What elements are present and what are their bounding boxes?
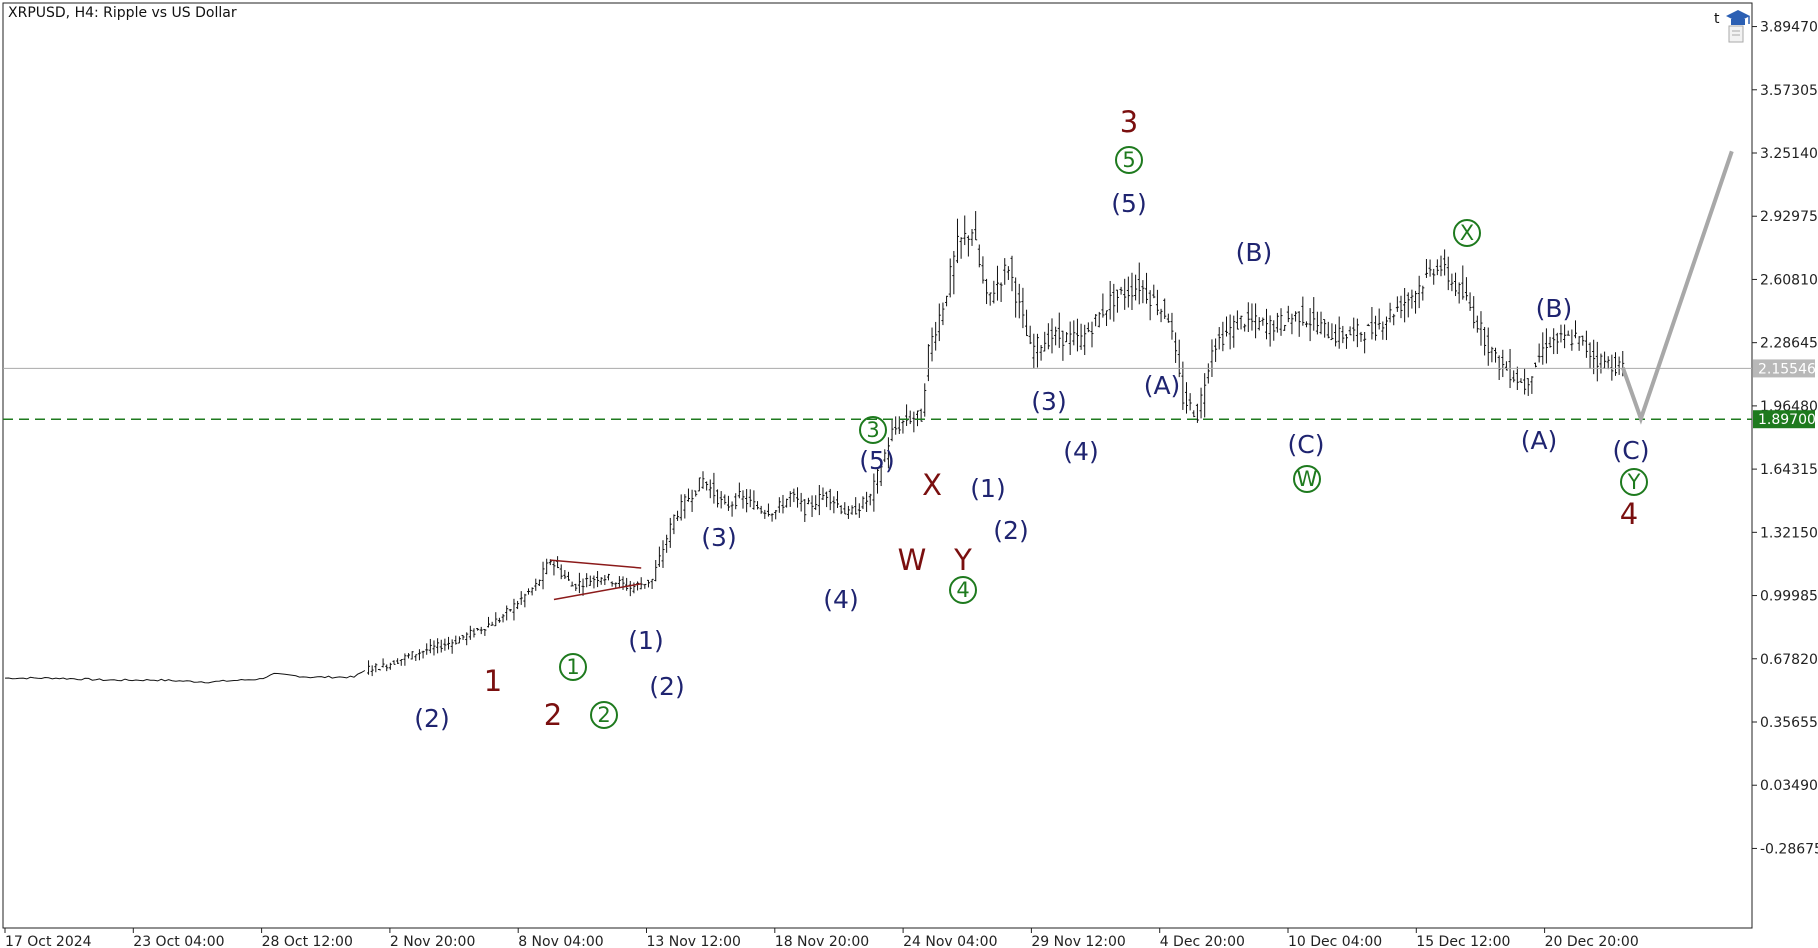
wave-label-ring [1115, 146, 1143, 174]
wave-label-green: 3 [859, 416, 887, 444]
x-tick-label: 13 Nov 12:00 [647, 934, 741, 948]
x-tick-label: 10 Dec 04:00 [1288, 934, 1382, 948]
wave-label-text: W [1297, 467, 1318, 491]
wave-label-green: 2 [590, 701, 618, 729]
wave-label-green: X [1453, 219, 1481, 247]
wave-label-text: Y [1627, 470, 1641, 494]
y-tick-label: -0.28675 [1760, 841, 1818, 857]
wave-label-blue: (B) [1236, 238, 1273, 267]
wave-label-blue: (2) [993, 516, 1028, 545]
projection-path [1620, 150, 1734, 425]
x-tick-label: 2 Nov 20:00 [390, 934, 475, 948]
x-tick-label: 20 Dec 20:00 [1545, 934, 1639, 948]
wave-label-ring [1453, 219, 1481, 247]
x-tick-label: 15 Dec 12:00 [1416, 934, 1510, 948]
x-tick-label: 8 Nov 04:00 [518, 934, 603, 948]
y-tick-label: 2.92975 [1760, 209, 1818, 225]
wave-label-blue: (2) [649, 672, 684, 701]
x-tick-label: 29 Nov 12:00 [1031, 934, 1125, 948]
y-tick-label: 3.25140 [1760, 146, 1818, 162]
wave-label-ring [559, 653, 587, 681]
wave-label-green: 5 [1115, 146, 1143, 174]
document-icon[interactable] [1728, 25, 1744, 43]
wave-label-text: 4 [956, 578, 969, 602]
wave-label-blue: (3) [701, 523, 736, 552]
line-chart-segment [4, 670, 366, 684]
wave-label-blue: (A) [1144, 371, 1181, 400]
wave-label-red: 4 [1620, 497, 1638, 531]
wave-label-red: 3 [1120, 105, 1138, 139]
wave-label-red: W [898, 543, 927, 577]
wave-label-text: 1 [566, 655, 579, 679]
wave-label-ring [859, 416, 887, 444]
x-tick-label: 17 Oct 2024 [5, 934, 92, 948]
x-tick-label: 23 Oct 04:00 [133, 934, 224, 948]
wave-label-red: 2 [544, 698, 562, 732]
x-tick-label: 28 Oct 12:00 [262, 934, 353, 948]
wave-label-blue: (5) [859, 446, 894, 475]
level-price-label: 1.89700 [1758, 412, 1816, 428]
level-price-tag [1753, 410, 1815, 429]
wave-label-blue: (2) [414, 704, 449, 733]
wave-label-blue: (1) [628, 626, 663, 655]
wave-label-blue: (1) [970, 474, 1005, 503]
wave-label-green: 4 [949, 576, 977, 604]
y-tick-label: 0.35655 [1760, 715, 1818, 731]
y-tick-label: 2.60810 [1760, 272, 1818, 288]
wave-label-blue: (A) [1521, 426, 1558, 455]
wave-label-blue: (B) [1536, 294, 1573, 323]
wave-label-ring [1620, 468, 1648, 496]
current-price-tag [1753, 359, 1815, 378]
wave-label-blue: (5) [1111, 189, 1146, 218]
y-tick-label: 0.67820 [1760, 652, 1818, 668]
wave-label-blue: (4) [1063, 437, 1098, 466]
wave-label-blue: (4) [823, 585, 858, 614]
y-tick-label: 3.89470 [1760, 20, 1818, 36]
x-tick-label: 4 Dec 20:00 [1160, 934, 1245, 948]
triangle-upper-line [550, 559, 642, 569]
corner-letter: t [1714, 11, 1720, 27]
wave-label-blue: (C) [1613, 436, 1650, 465]
x-tick-label: 24 Nov 04:00 [903, 934, 997, 948]
wave-label-green: W [1293, 465, 1321, 493]
y-tick-label: 1.32150 [1760, 525, 1818, 541]
y-tick-label: 2.28645 [1760, 336, 1818, 352]
x-tick-label: 18 Nov 20:00 [775, 934, 869, 948]
wave-label-text: 2 [597, 703, 610, 727]
y-tick-label: 3.57305 [1760, 83, 1818, 99]
wave-label-ring [1293, 465, 1321, 493]
chart-title: XRPUSD, H4: Ripple vs US Dollar [8, 5, 237, 21]
graduation-cap-icon[interactable] [1726, 10, 1750, 25]
wave-label-ring [949, 576, 977, 604]
wave-label-blue: (C) [1288, 430, 1325, 459]
y-tick-label: 0.99985 [1760, 589, 1818, 605]
wave-label-green: Y [1620, 468, 1648, 496]
wave-label-text: 3 [866, 418, 879, 442]
wave-label-red: 1 [484, 664, 502, 698]
wave-label-text: 5 [1122, 148, 1135, 172]
wave-label-ring [590, 701, 618, 729]
wave-label-red: Y [953, 543, 972, 577]
triangle-lower-line [553, 582, 642, 601]
current-price-label: 2.15546 [1758, 361, 1816, 377]
plot-frame [2, 2, 1753, 929]
wave-label-text: X [1460, 221, 1474, 245]
wave-label-red: X [922, 468, 942, 502]
wave-label-blue: (3) [1031, 387, 1066, 416]
y-tick-label: 1.64315 [1760, 462, 1818, 478]
y-tick-label: 0.03490 [1760, 778, 1818, 794]
wave-label-green: 1 [559, 653, 587, 681]
